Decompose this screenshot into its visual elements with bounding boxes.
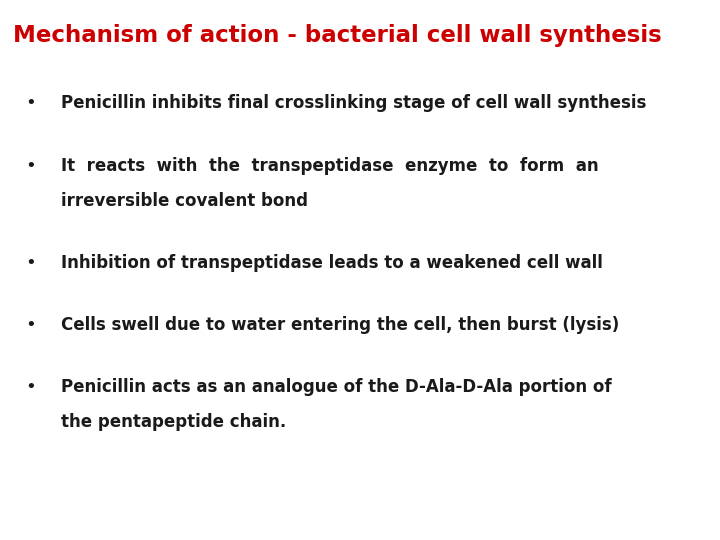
Text: irreversible covalent bond: irreversible covalent bond xyxy=(61,192,308,210)
Text: Cells swell due to water entering the cell, then burst (lysis): Cells swell due to water entering the ce… xyxy=(61,316,619,334)
Text: •: • xyxy=(25,316,36,334)
Text: •: • xyxy=(25,378,36,396)
Text: Penicillin acts as an analogue of the D-Ala-D-Ala portion of: Penicillin acts as an analogue of the D-… xyxy=(61,378,612,396)
Text: the pentapeptide chain.: the pentapeptide chain. xyxy=(61,413,287,431)
Text: It  reacts  with  the  transpeptidase  enzyme  to  form  an: It reacts with the transpeptidase enzyme… xyxy=(61,157,599,174)
Text: Inhibition of transpeptidase leads to a weakened cell wall: Inhibition of transpeptidase leads to a … xyxy=(61,254,603,272)
Text: •: • xyxy=(25,157,36,174)
Text: Penicillin inhibits final crosslinking stage of cell wall synthesis: Penicillin inhibits final crosslinking s… xyxy=(61,94,647,112)
Text: Mechanism of action - bacterial cell wall synthesis: Mechanism of action - bacterial cell wal… xyxy=(13,24,662,48)
Text: •: • xyxy=(25,94,36,112)
Text: •: • xyxy=(25,254,36,272)
